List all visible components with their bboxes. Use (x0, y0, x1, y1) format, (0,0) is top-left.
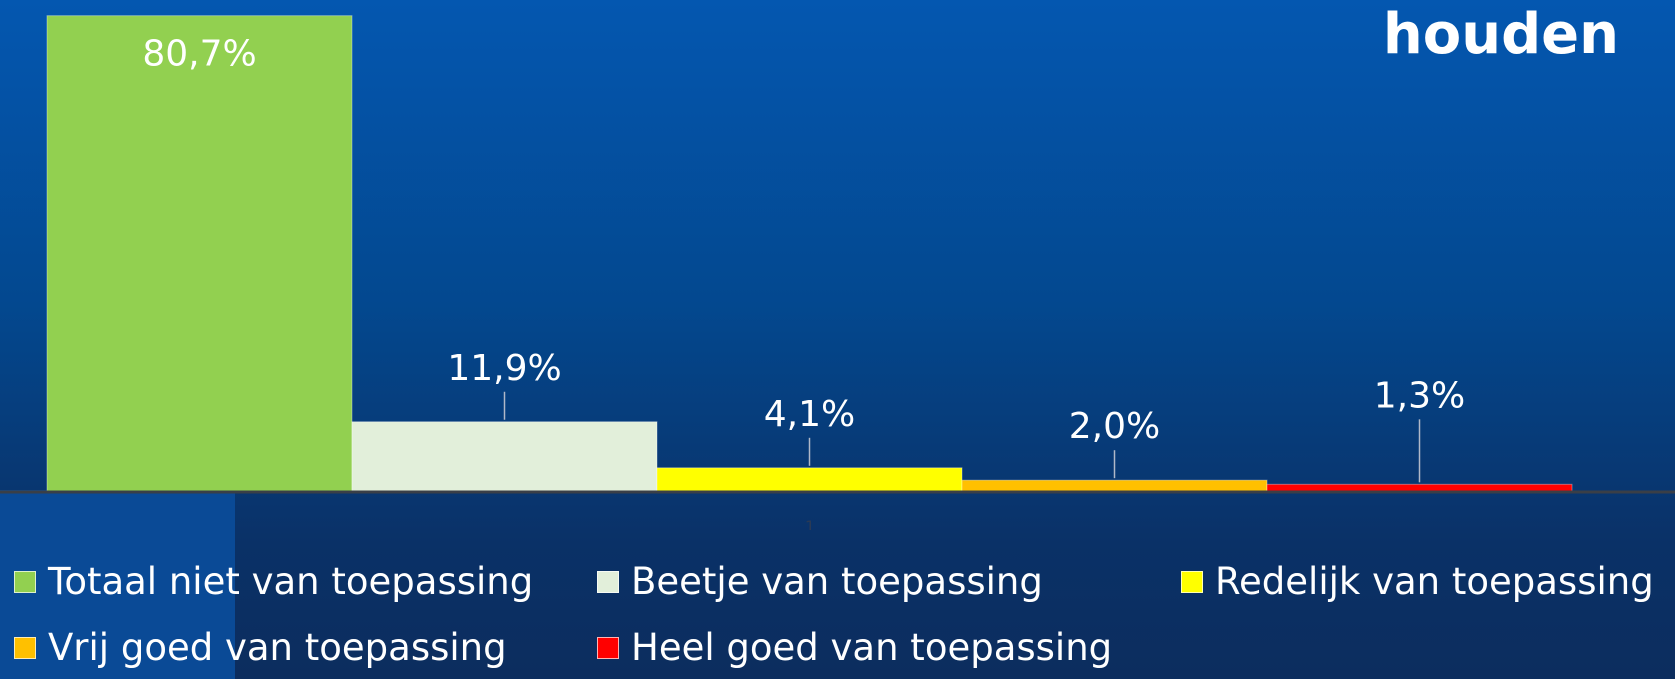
x-tick-label: 1 (805, 517, 815, 530)
legend-swatch (597, 636, 619, 659)
bar-totaal-niet-van-toepassing (46, 15, 353, 493)
data-label-heel-goed-van-toepassing: 1,3% (1374, 375, 1465, 416)
bar-chart: 80,7% 11,9% 4,1% 2,0% 1,3% 1 (0, 15, 1675, 530)
legend-item-totaal-niet-van-toepassing: Totaal niet van toepassing (14, 560, 533, 603)
chart-legend: Totaal niet van toepassing Beetje van toe… (0, 560, 1675, 679)
legend-label: Vrij goed van toepassing (48, 626, 507, 669)
data-label-redelijk-van-toepassing: 4,1% (764, 394, 855, 435)
legend-label: Beetje van toepassing (631, 560, 1043, 603)
page-title: houden (1382, 2, 1619, 67)
data-label-beetje-van-toepassing: 11,9% (447, 348, 561, 389)
legend-item-redelijk-van-toepassing: Redelijk van toepassing (1181, 560, 1654, 603)
bar-redelijk-van-toepassing (656, 467, 963, 493)
legend-item-vrij-goed-van-toepassing: Vrij goed van toepassing (14, 626, 507, 669)
data-label-totaal-niet-van-toepassing: 80,7% (142, 34, 256, 75)
legend-label: Heel goed van toepassing (631, 626, 1113, 669)
legend-item-beetje-van-toepassing: Beetje van toepassing (597, 560, 1043, 603)
data-label-vrij-goed-van-toepassing: 2,0% (1069, 406, 1160, 447)
legend-item-heel-goed-van-toepassing: Heel goed van toepassing (597, 626, 1112, 669)
bar-beetje-van-toepassing (351, 421, 658, 493)
background-band (0, 490, 235, 679)
legend-swatch (1181, 570, 1203, 593)
legend-label: Totaal niet van toepassing (48, 560, 534, 603)
legend-swatch (14, 636, 36, 659)
bar-vrij-goed-van-toepassing (961, 479, 1268, 493)
legend-swatch (14, 570, 36, 593)
legend-label: Redelijk van toepassing (1215, 560, 1654, 603)
legend-swatch (597, 570, 619, 593)
